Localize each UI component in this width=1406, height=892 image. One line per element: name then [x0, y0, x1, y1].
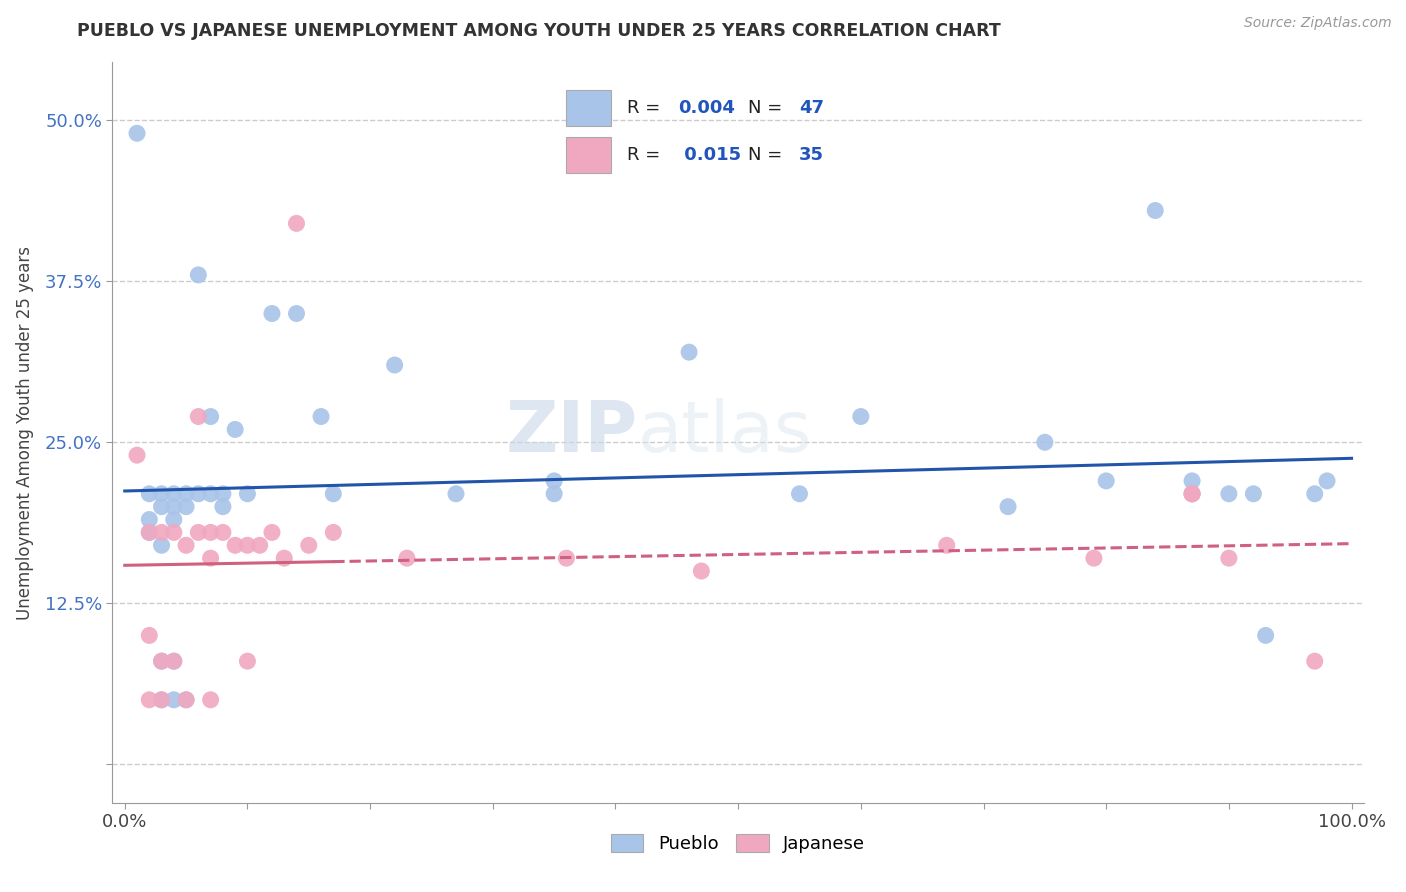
- Point: [236, 538, 259, 552]
- Point: [200, 487, 222, 501]
- Point: [322, 525, 344, 540]
- Point: [125, 126, 148, 140]
- Text: atlas: atlas: [638, 398, 813, 467]
- Point: [150, 487, 173, 501]
- Point: [174, 500, 197, 514]
- Point: [138, 693, 160, 707]
- Point: [1083, 551, 1105, 566]
- Point: [1181, 487, 1204, 501]
- Point: [322, 487, 344, 501]
- Text: Source: ZipAtlas.com: Source: ZipAtlas.com: [1244, 16, 1392, 30]
- Point: [150, 538, 173, 552]
- Point: [200, 551, 222, 566]
- Point: [444, 487, 467, 501]
- Legend: Pueblo, Japanese: Pueblo, Japanese: [603, 827, 873, 861]
- Point: [150, 654, 173, 668]
- Point: [395, 551, 418, 566]
- Point: [543, 474, 565, 488]
- Point: [138, 487, 160, 501]
- Point: [125, 448, 148, 462]
- Point: [150, 693, 173, 707]
- Point: [163, 693, 186, 707]
- Point: [1218, 551, 1240, 566]
- Point: [200, 693, 222, 707]
- Point: [1218, 487, 1240, 501]
- Point: [1144, 203, 1167, 218]
- Point: [187, 487, 209, 501]
- Point: [187, 268, 209, 282]
- Point: [138, 525, 160, 540]
- Point: [1033, 435, 1056, 450]
- Point: [285, 216, 308, 230]
- Point: [150, 654, 173, 668]
- Point: [690, 564, 713, 578]
- Y-axis label: Unemployment Among Youth under 25 years: Unemployment Among Youth under 25 years: [15, 245, 34, 620]
- Point: [1316, 474, 1339, 488]
- Point: [309, 409, 332, 424]
- Point: [174, 693, 197, 707]
- Point: [163, 487, 186, 501]
- Point: [273, 551, 295, 566]
- Point: [138, 628, 160, 642]
- Point: [150, 500, 173, 514]
- Point: [249, 538, 271, 552]
- Point: [224, 538, 246, 552]
- Point: [200, 525, 222, 540]
- Point: [138, 512, 160, 526]
- Point: [212, 525, 235, 540]
- Point: [174, 693, 197, 707]
- Point: [1303, 654, 1326, 668]
- Point: [212, 487, 235, 501]
- Point: [163, 500, 186, 514]
- Point: [997, 500, 1019, 514]
- Point: [1181, 487, 1204, 501]
- Point: [150, 525, 173, 540]
- Point: [212, 500, 235, 514]
- Point: [260, 525, 283, 540]
- Point: [236, 654, 259, 668]
- Point: [260, 306, 283, 320]
- Point: [224, 422, 246, 436]
- Point: [384, 358, 406, 372]
- Point: [174, 538, 197, 552]
- Point: [163, 512, 186, 526]
- Point: [187, 525, 209, 540]
- Point: [163, 654, 186, 668]
- Point: [1303, 487, 1326, 501]
- Point: [1241, 487, 1264, 501]
- Point: [187, 409, 209, 424]
- Point: [200, 409, 222, 424]
- Point: [285, 306, 308, 320]
- Point: [678, 345, 700, 359]
- Point: [174, 487, 197, 501]
- Text: ZIP: ZIP: [506, 398, 638, 467]
- Point: [1181, 474, 1204, 488]
- Point: [1095, 474, 1118, 488]
- Point: [789, 487, 811, 501]
- Point: [1254, 628, 1277, 642]
- Point: [543, 487, 565, 501]
- Point: [555, 551, 578, 566]
- Point: [849, 409, 872, 424]
- Point: [236, 487, 259, 501]
- Point: [163, 654, 186, 668]
- Point: [163, 525, 186, 540]
- Point: [1181, 487, 1204, 501]
- Text: PUEBLO VS JAPANESE UNEMPLOYMENT AMONG YOUTH UNDER 25 YEARS CORRELATION CHART: PUEBLO VS JAPANESE UNEMPLOYMENT AMONG YO…: [77, 22, 1001, 40]
- Point: [138, 525, 160, 540]
- Point: [935, 538, 957, 552]
- Point: [298, 538, 321, 552]
- Point: [150, 693, 173, 707]
